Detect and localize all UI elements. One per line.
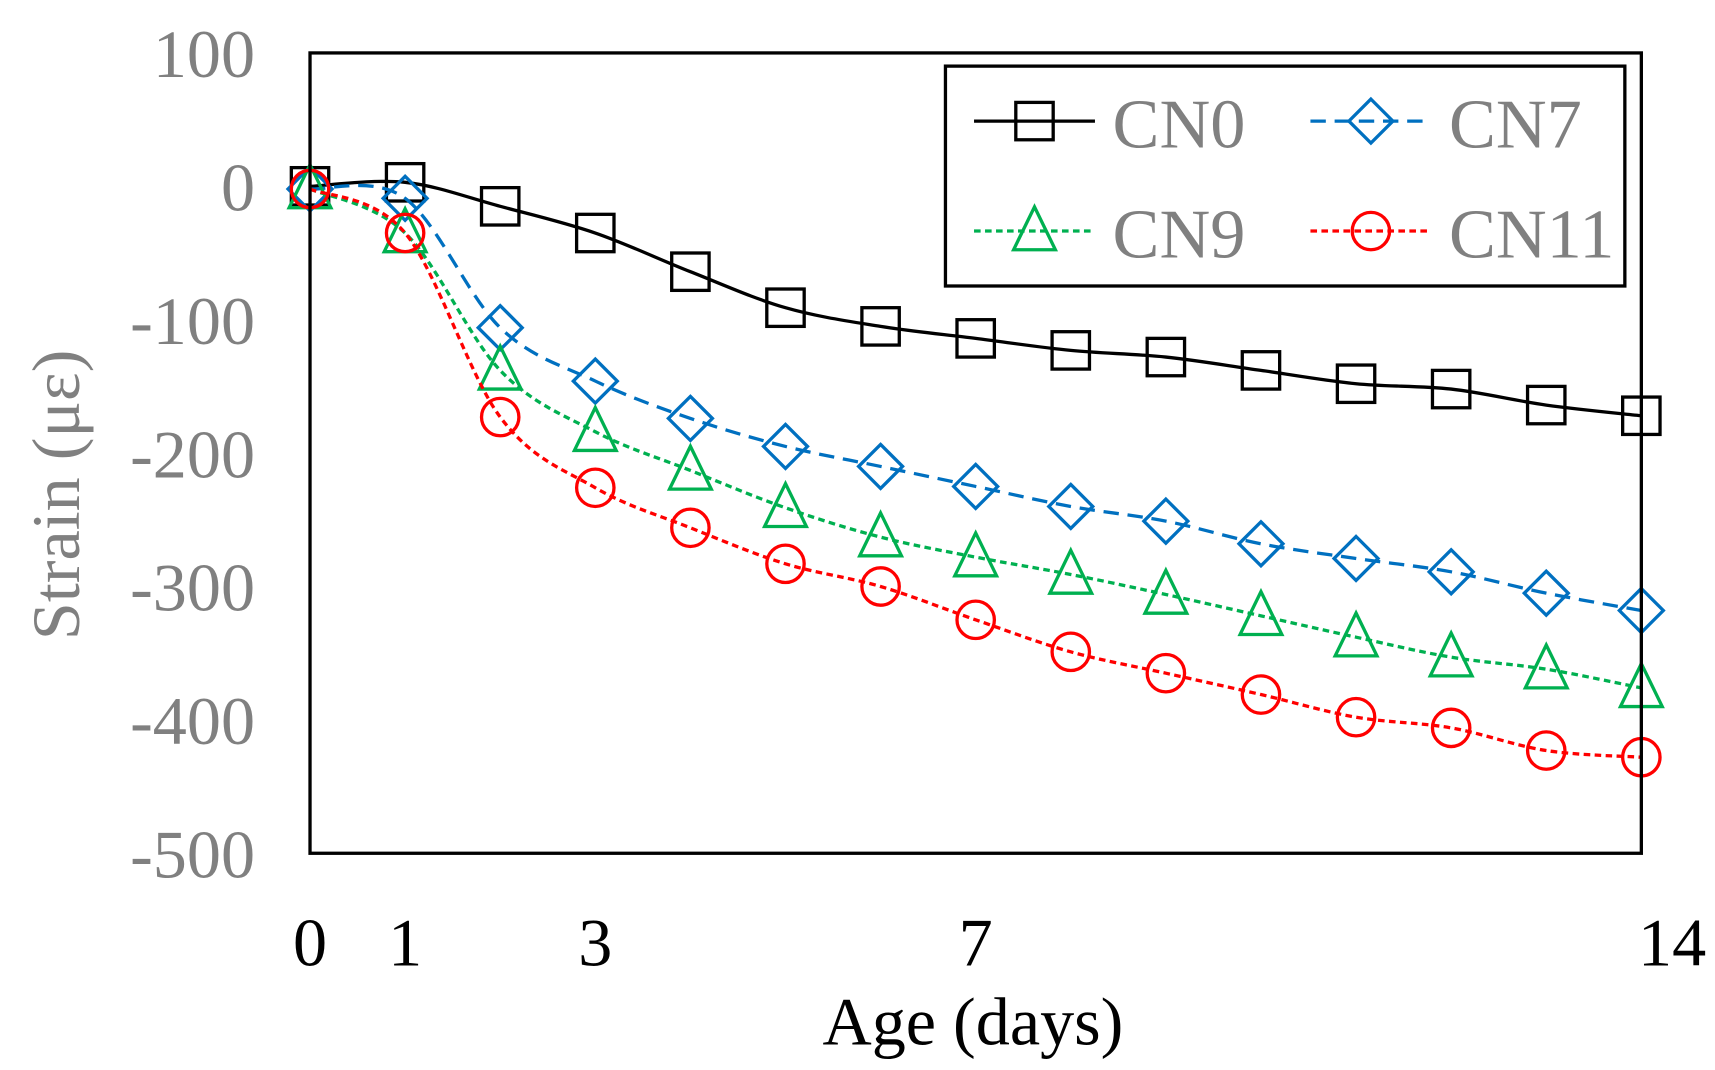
series-line-cn9: [309, 187, 1642, 690]
diamond-marker: [570, 356, 620, 406]
square-marker: [1525, 384, 1567, 426]
legend-triangle-icon: [1010, 203, 1059, 252]
x-tick-label: 14: [1638, 904, 1706, 980]
triangle-marker: [1332, 609, 1380, 658]
series-line-cn0: [309, 179, 1642, 418]
x-tick-label: 7: [959, 904, 993, 980]
diamond-marker: [666, 394, 715, 443]
legend: CN0 CN7 CN9 CN11: [943, 64, 1627, 288]
legend-entry-cn11: CN11: [1310, 195, 1614, 273]
circle-marker: [1145, 652, 1187, 694]
diamond-marker: [951, 462, 1001, 511]
series-line-cn11: [309, 187, 1642, 759]
legend-diamond-icon: [1346, 96, 1396, 146]
series-cn9: [286, 161, 1665, 709]
triangle-marker: [1237, 587, 1285, 637]
x-tick-label: 1: [388, 904, 422, 980]
diamond-marker: [1046, 482, 1096, 531]
x-axis-label: Age (days): [822, 984, 1123, 1060]
legend-box: [943, 64, 1627, 288]
x-tick-label: 3: [578, 904, 612, 980]
legend-entry-cn9: CN9: [974, 195, 1245, 273]
square-marker: [860, 306, 901, 347]
circle-marker: [479, 396, 521, 438]
square-marker: [955, 318, 997, 359]
circle-marker: [1430, 707, 1472, 749]
triangle-marker: [1427, 629, 1475, 678]
diamond-marker: [856, 442, 905, 491]
y-tick-label: -100: [130, 283, 255, 359]
y-tick-label: -300: [130, 550, 255, 626]
triangle-marker: [666, 442, 714, 491]
plot-area-frame: [308, 51, 1643, 855]
triangle-marker: [476, 342, 524, 391]
square-marker: [574, 212, 616, 254]
square-marker: [1240, 350, 1282, 391]
series-line-cn7: [309, 183, 1642, 613]
y-tick-label: 0: [221, 150, 255, 226]
y-tick-label: -200: [130, 416, 255, 492]
circle-marker: [384, 212, 426, 254]
circle-marker: [1240, 674, 1282, 715]
legend-label: CN0: [1113, 85, 1246, 163]
diamond-marker: [380, 174, 430, 223]
circle-marker: [1050, 631, 1092, 673]
legend-entry-cn0: CN0: [974, 85, 1245, 163]
triangle-marker: [1142, 566, 1190, 615]
diamond-marker: [1426, 547, 1476, 597]
diamond-marker: [1141, 496, 1191, 546]
y-axis-ticks: 100 0 -100 -200 -300 -400 -500: [130, 16, 255, 892]
y-axis-label: Strain (με): [18, 350, 94, 640]
circle-marker: [670, 507, 711, 549]
diamond-marker: [1236, 519, 1286, 569]
triangle-marker: [952, 529, 1000, 578]
circle-marker: [1525, 730, 1567, 771]
legend-circle-icon: [1350, 210, 1392, 252]
legend-label: CN9: [1113, 195, 1246, 273]
square-marker: [1335, 363, 1377, 405]
circle-marker: [955, 599, 997, 641]
diamond-marker: [761, 422, 810, 471]
square-marker: [1145, 336, 1187, 378]
y-tick-label: -500: [130, 816, 255, 892]
x-axis-ticks: 0 1 3 7 14: [293, 904, 1706, 980]
square-marker: [765, 287, 806, 329]
square-marker: [384, 161, 426, 203]
y-tick-label: -400: [130, 683, 255, 759]
y-tick-label: 100: [153, 16, 255, 92]
circle-marker: [574, 467, 616, 509]
square-marker: [479, 185, 521, 227]
square-marker: [1050, 330, 1092, 371]
diamond-marker: [1331, 534, 1381, 583]
legend-entry-cn7: CN7: [1310, 85, 1582, 163]
diamond-marker: [1521, 568, 1571, 618]
legend-label: CN7: [1449, 85, 1582, 163]
square-marker: [670, 251, 711, 293]
triangle-marker: [761, 479, 810, 529]
legend-square-icon: [1014, 100, 1055, 142]
triangle-marker: [857, 509, 905, 558]
square-marker: [1430, 368, 1472, 410]
series-cn0: [289, 161, 1662, 437]
x-tick-label: 0: [293, 904, 327, 980]
legend-label: CN11: [1449, 195, 1614, 273]
triangle-marker: [1047, 546, 1095, 595]
triangle-marker: [1522, 641, 1570, 690]
triangle-marker: [571, 403, 619, 453]
series-layer: [285, 161, 1666, 778]
circle-marker: [860, 566, 901, 607]
circle-marker: [1335, 696, 1377, 738]
circle-marker: [765, 543, 806, 585]
series-cn11: [289, 168, 1662, 778]
